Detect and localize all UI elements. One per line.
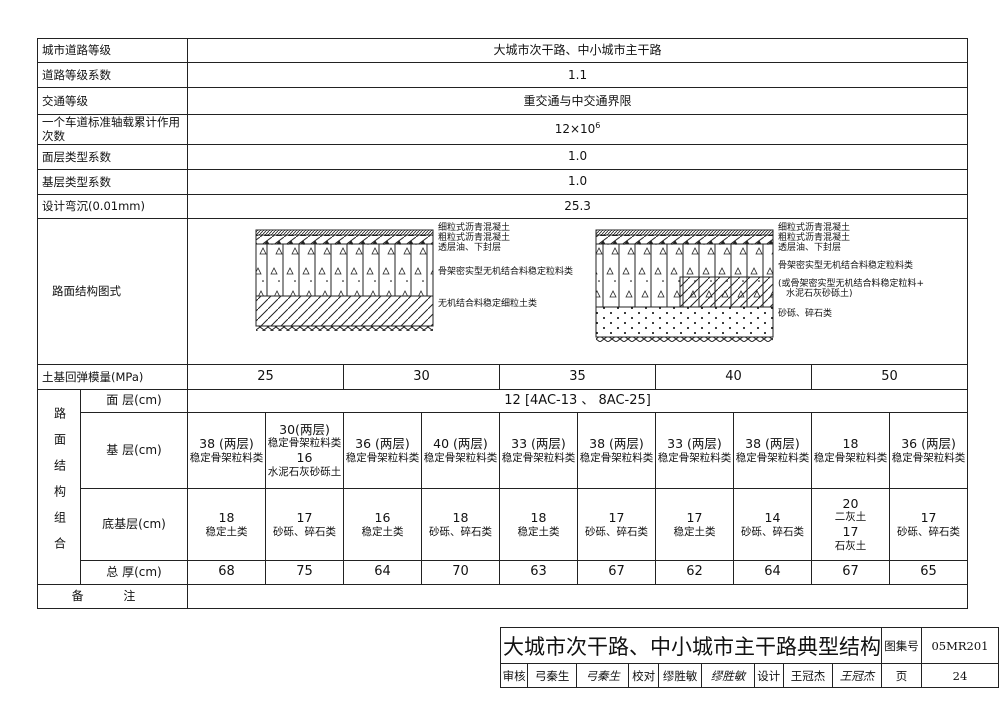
designer-signature: 王冠杰 [831,663,883,688]
combo-group-label: 路面结构组合 [37,388,81,585]
checker-signature: 缪胜敏 [701,663,755,688]
base-cell: 33 (两层) 稳定骨架粒料类 [499,411,578,489]
total-thickness: 62 [655,559,734,585]
pavement-structure-table: 城市道路等级 大城市次干路、中小城市主干路 道路等级系数 1.1 交通等级 重交通与中交通… [37,38,969,609]
base-cell: 36 (两层) 稳定骨架粒料类 [343,411,422,489]
subbase-cell: 17 砂砾、碎石类 [888,487,969,561]
total-label: 总 厚(cm) [80,559,188,585]
left-layer-labels: 细粒式沥青混凝土 粗粒式沥青混凝土 透层油、下封层 骨架密实型无机结合料稳定粒料类 … [438,223,574,310]
param-value: 重交通与中交通界限 [186,87,969,115]
atlas-number: 05MR201 [921,627,999,664]
param-row: 道路等级系数 1.1 [37,62,969,88]
subgrade-modulus: 25 [187,363,344,390]
remarks-value [186,583,969,609]
param-row: 基层类型系数 1.0 [37,168,969,195]
subbase-cell: 16 稳定土类 [343,487,422,561]
param-label: 设计弯沉(0.01mm) [37,193,188,219]
subgrade-label: 土基回弹模量(MPa) [37,363,188,390]
base-cell: 33 (两层) 稳定骨架粒料类 [655,411,734,489]
designer-name: 王冠杰 [783,663,833,688]
page-number: 24 [921,663,999,688]
check-label: 校对 [628,663,659,688]
param-row: 城市道路等级 大城市次干路、中小城市主干路 [37,38,969,63]
base-cell: 38 (两层) 稳定骨架粒料类 [187,411,266,489]
drawing-title: 大城市次干路、中小城市主干路典型结构 [500,627,882,664]
param-row: 面层类型系数 1.0 [37,143,969,170]
total-thickness: 65 [888,559,969,585]
base-cell: 40 (两层) 稳定骨架粒料类 [421,411,500,489]
pavement-section-drawings [255,229,774,343]
surface-label: 面 层(cm) [80,388,188,413]
subbase-cell: 17 稳定土类 [655,487,734,561]
left-section-drawing [255,229,434,332]
base-cell: 38 (两层) 稳定骨架粒料类 [577,411,656,489]
subbase-cell: 17 砂砾、碎石类 [265,487,344,561]
subgrade-modulus: 35 [499,363,656,390]
subgrade-modulus: 40 [655,363,812,390]
param-value: 25.3 [186,193,969,219]
total-thickness: 68 [187,559,266,585]
total-thickness: 64 [343,559,422,585]
total-thickness: 64 [733,559,812,585]
param-label: 面层类型系数 [37,143,188,170]
pavement-diagram: 细粒式沥青混凝土 粗粒式沥青混凝土 透层油、下封层 骨架密实型无机结合料稳定粒料类 … [186,217,969,365]
reviewer-signature: 弓秦生 [576,663,630,688]
atlas-label: 图集号 [881,627,922,664]
param-row: 一个车道标准轴载累计作用次数 12×106 [37,114,969,145]
param-value: 1.0 [186,168,969,195]
param-label: 道路等级系数 [37,62,188,88]
total-thickness: 75 [265,559,344,585]
param-label: 城市道路等级 [37,38,188,63]
subbase-cell: 18 稳定土类 [187,487,266,561]
total-thickness: 70 [421,559,500,585]
title-block: 大城市次干路、中小城市主干路典型结构 图集号 05MR201 审核 弓秦生 弓秦… [499,627,999,688]
param-label: 基层类型系数 [37,168,188,195]
subbase-cell: 17 砂砾、碎石类 [577,487,656,561]
param-label: 交通等级 [37,87,188,115]
surface-value: 12 [4AC-13 、 8AC-25] [186,388,969,413]
subgrade-modulus: 50 [810,363,969,390]
subbase-cell: 18 砂砾、碎石类 [421,487,500,561]
subgrade-modulus: 30 [343,363,500,390]
reviewer-name: 弓秦生 [527,663,578,688]
right-section-drawing [595,229,774,343]
diagram-label: 路面结构图式 [37,217,188,365]
total-thickness: 67 [577,559,656,585]
subbase-cell: 14 砂砾、碎石类 [733,487,812,561]
checker-name: 缪胜敏 [657,663,703,688]
base-cell: 36 (两层) 稳定骨架粒料类 [888,411,969,489]
param-row: 设计弯沉(0.01mm) 25.3 [37,193,969,219]
design-label: 设计 [753,663,785,688]
param-value: 12×106 [186,114,969,145]
param-label: 一个车道标准轴载累计作用次数 [37,114,188,145]
review-label: 审核 [499,663,529,688]
page-label: 页 [881,663,922,688]
total-thickness: 63 [499,559,578,585]
param-value: 1.1 [186,62,969,88]
base-cell: 38 (两层) 稳定骨架粒料类 [733,411,812,489]
subbase-cell: 20 二灰土 17 石灰土 [811,487,890,561]
subbase-cell: 18 稳定土类 [499,487,578,561]
right-layer-labels: 细粒式沥青混凝土 粗粒式沥青混凝土 透层油、下封层 骨架密实型无机结合料稳定粒料类 … [778,223,925,320]
base-label: 基 层(cm) [80,411,188,489]
base-cell: 30(两层) 稳定骨架粒料类 16 水泥石灰砂砾土 [265,411,344,489]
param-row: 交通等级 重交通与中交通界限 [37,87,969,115]
base-cell: 18 稳定骨架粒料类 [811,411,890,489]
remarks-label: 备 注 [37,583,188,609]
subbase-label: 底基层(cm) [80,487,188,561]
total-thickness: 67 [811,559,890,585]
param-value: 大城市次干路、中小城市主干路 [186,38,969,63]
param-value: 1.0 [186,143,969,170]
